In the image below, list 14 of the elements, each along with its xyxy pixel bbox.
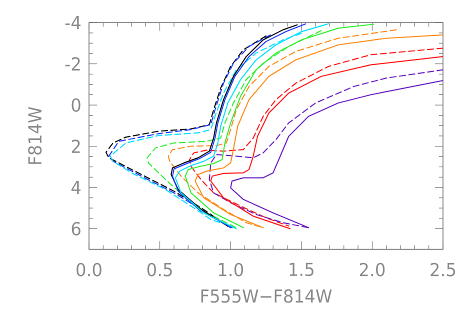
y-tick-label: 2	[72, 140, 80, 153]
x-tick-label: 0.5	[147, 262, 172, 276]
x-tick-label: 0.0	[76, 262, 102, 276]
y-tick-label: -4	[65, 16, 81, 30]
x-axis-title: F555W−F814W	[201, 289, 332, 303]
y-tick-label: -2	[65, 57, 80, 70]
y-tick-label: 4	[71, 180, 81, 194]
x-tick-label: 1.5	[290, 262, 314, 276]
x-tick-label: 2.0	[360, 262, 385, 276]
x-tick-label: 2.5	[430, 262, 456, 276]
y-tick-label: 6	[72, 222, 80, 236]
y-tick-label: 0	[72, 98, 80, 112]
y-axis-title: F814W	[28, 106, 42, 164]
x-tick-label: 1.0	[218, 262, 244, 276]
